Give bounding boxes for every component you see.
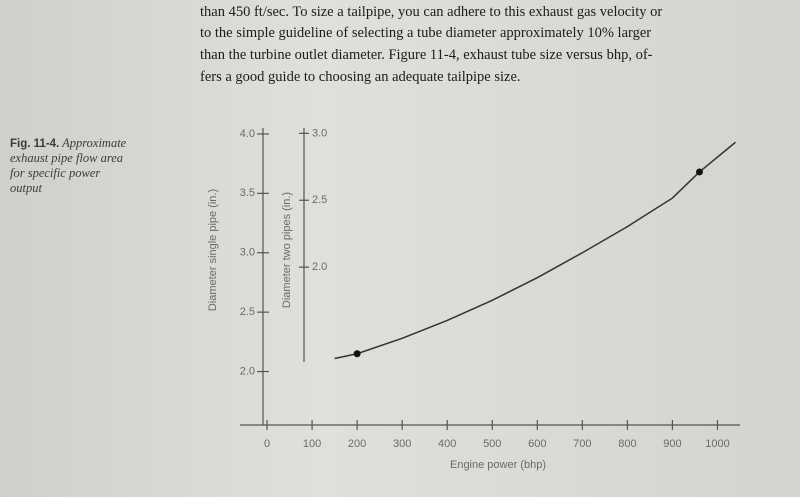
data-point xyxy=(695,168,703,176)
caption-line: output xyxy=(10,181,42,195)
x-tick-label: 300 xyxy=(393,438,411,450)
y2-tick-label: 2.5 xyxy=(312,194,327,206)
caption-text: Approximate xyxy=(62,136,127,150)
y2-tick-label: 2.0 xyxy=(312,261,327,273)
x-tick-label: 800 xyxy=(618,438,636,450)
body-text-line: than the turbine outlet diameter. Figure… xyxy=(200,47,653,63)
x-tick-label: 1000 xyxy=(705,438,729,450)
data-point xyxy=(353,350,361,358)
y2-axis-label: Diameter two pipes (in.) xyxy=(281,192,293,308)
x-axis-label: Engine power (bhp) xyxy=(450,459,546,471)
y-axis-label: Diameter single pipe (in.) xyxy=(207,189,219,311)
curve xyxy=(334,141,736,360)
y-tick-label: 2.0 xyxy=(240,365,255,377)
y2-tick-label: 3.0 xyxy=(312,127,327,139)
body-text-line: than 450 ft/sec. To size a tailpipe, you… xyxy=(200,4,663,20)
y-tick-label: 3.5 xyxy=(240,187,255,199)
x-tick-label: 0 xyxy=(264,438,270,450)
x-tick-label: 600 xyxy=(528,438,546,450)
body-text-line: to the simple guideline of selecting a t… xyxy=(200,25,652,41)
x-tick-label: 200 xyxy=(348,438,366,450)
y-tick-label: 2.5 xyxy=(240,306,255,318)
caption-line: exhaust pipe flow area xyxy=(10,151,124,165)
x-tick-label: 500 xyxy=(483,438,501,450)
x-tick-label: 700 xyxy=(573,438,591,450)
body-text-line: fers a good guide to choosing an adequat… xyxy=(200,69,521,85)
caption-line: Fig. 11-4. Approximate xyxy=(10,136,126,151)
x-tick-label: 100 xyxy=(303,438,321,450)
x-tick-label: 900 xyxy=(663,438,681,450)
y-tick-label: 3.0 xyxy=(240,247,255,259)
x-tick-label: 400 xyxy=(438,438,456,450)
caption-label: Fig. 11-4. xyxy=(10,138,60,150)
y-tick-label: 4.0 xyxy=(240,128,255,140)
caption-line: for specific power xyxy=(10,166,101,180)
